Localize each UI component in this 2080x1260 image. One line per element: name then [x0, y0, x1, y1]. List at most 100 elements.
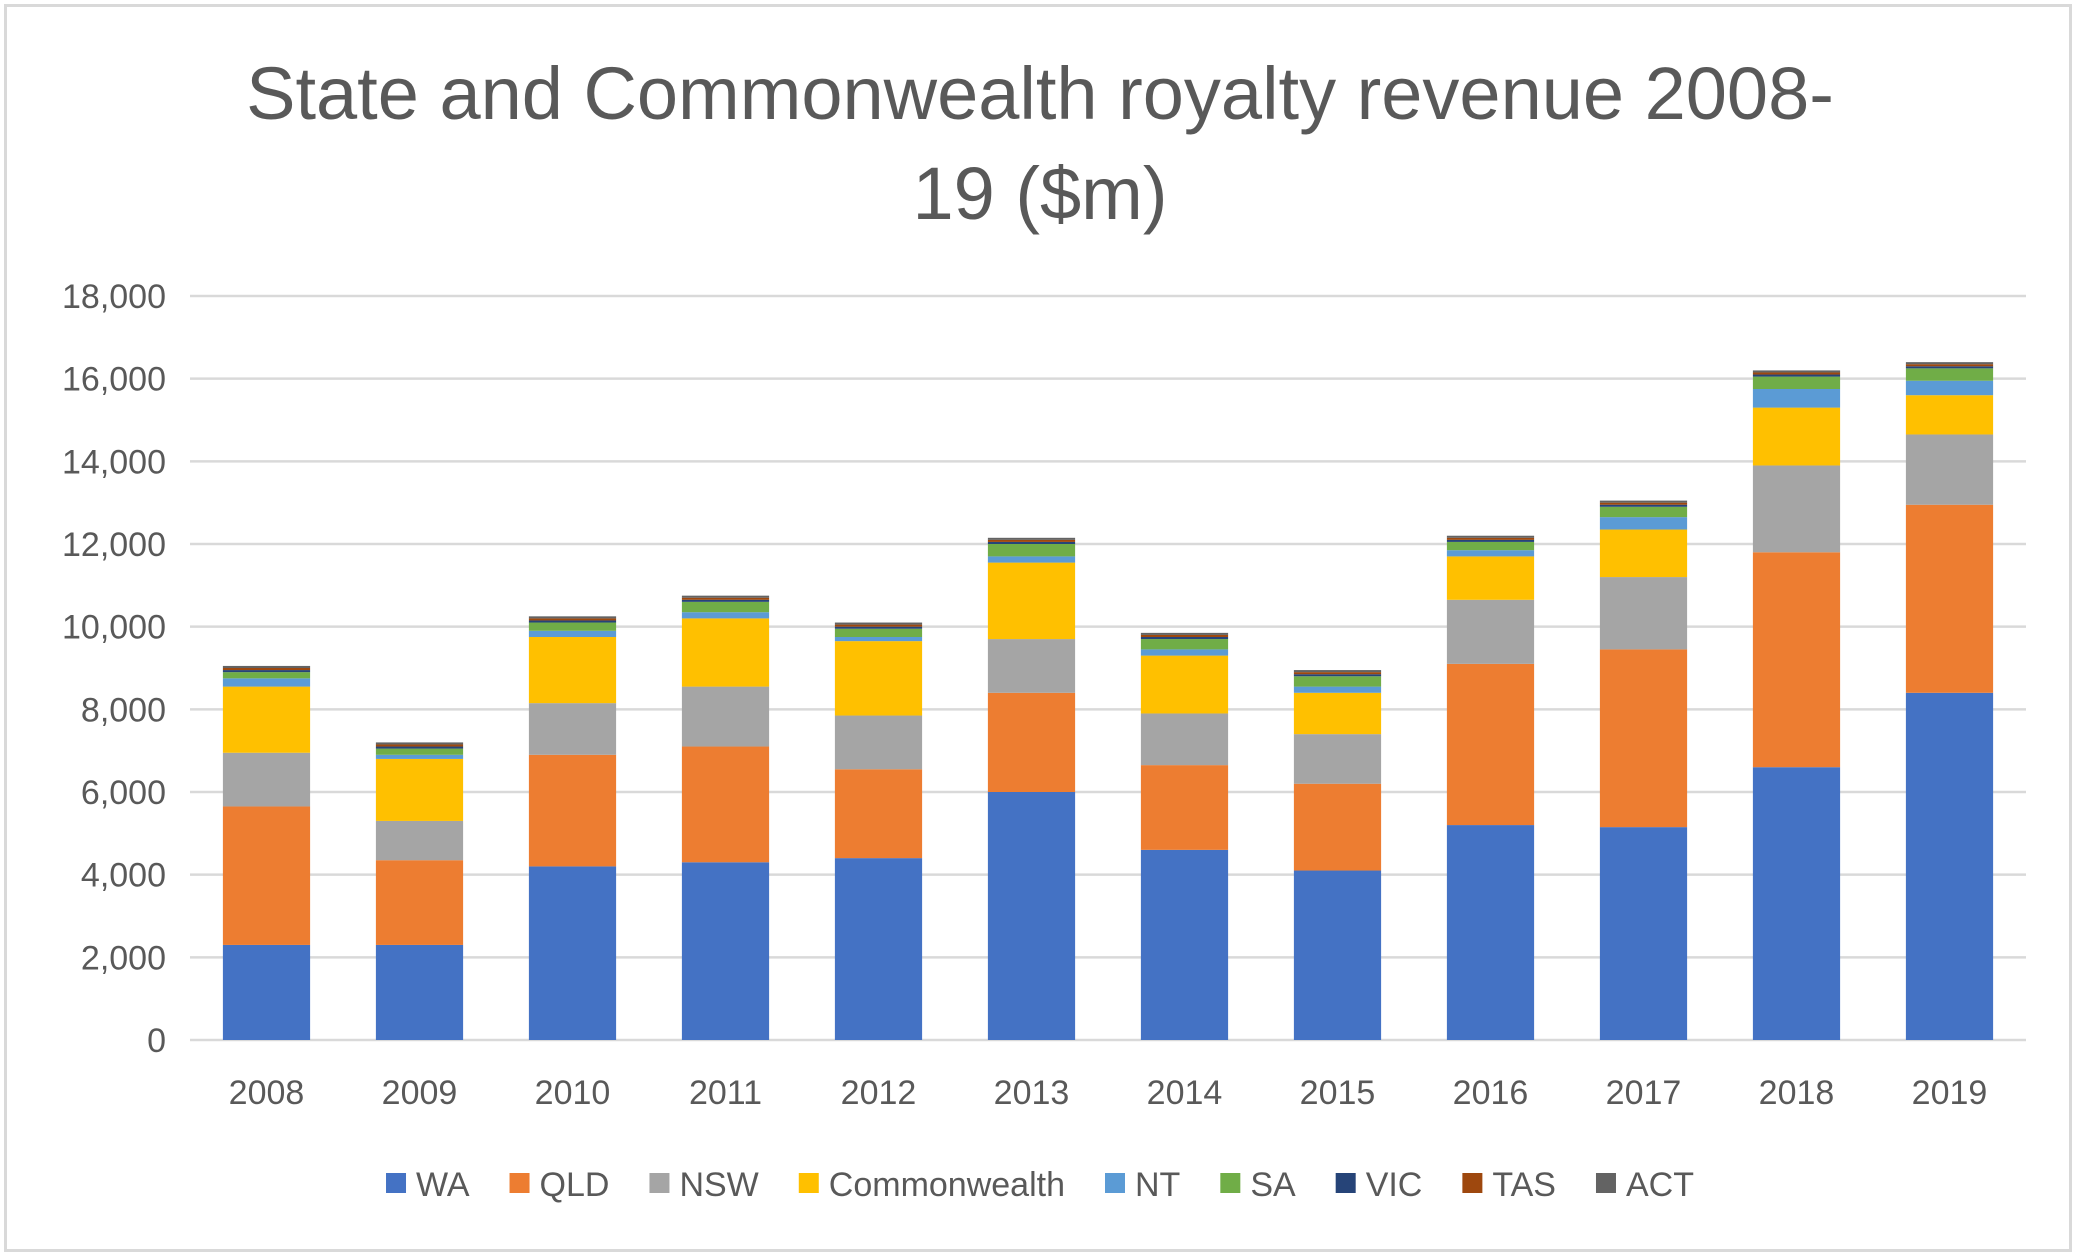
- bar-tas-2011: [681, 597, 770, 600]
- legend-item-vic: VIC: [1335, 1166, 1423, 1204]
- bar-stack-2017: [1599, 500, 1688, 1040]
- legend-swatch: [1462, 1173, 1483, 1193]
- bar-nt-2010: [528, 630, 617, 637]
- legend-item-act: ACT: [1595, 1166, 1694, 1204]
- bar-sa-2014: [1140, 639, 1229, 650]
- bar-stack-2015: [1293, 670, 1382, 1040]
- bar-act-2019: [1905, 362, 1994, 365]
- bar-commonwealth-2019: [1905, 395, 1994, 435]
- bar-commonwealth-2016: [1446, 556, 1535, 600]
- bar-vic-2015: [1293, 674, 1382, 677]
- bar-nsw-2013: [987, 639, 1076, 693]
- bar-vic-2009: [375, 746, 464, 749]
- bar-act-2008: [222, 665, 311, 668]
- chart-title-line-2: 19 ($m): [912, 152, 1168, 235]
- legend-item-nsw: NSW: [649, 1166, 759, 1204]
- legend-item-commonwealth: Commonwealth: [798, 1166, 1065, 1204]
- y-axis-ticks: 0 2,000 4,000 6,000 8,000 10,000 12,000 14,000 1…: [62, 278, 166, 1060]
- legend-label: VIC: [1366, 1166, 1423, 1204]
- bar-tas-2010: [528, 618, 617, 621]
- x-tick-label: 2008: [229, 1074, 305, 1112]
- bar-stack-2009: [375, 742, 464, 1040]
- x-tick-label: 2009: [382, 1074, 458, 1112]
- bar-nsw-2010: [528, 703, 617, 755]
- bar-qld-2010: [528, 754, 617, 867]
- legend-label: NSW: [679, 1166, 758, 1204]
- bar-nsw-2009: [375, 820, 464, 861]
- bar-act-2017: [1599, 500, 1688, 503]
- bar-qld-2008: [222, 806, 311, 945]
- legend-item-tas: TAS: [1462, 1166, 1556, 1204]
- bar-tas-2008: [222, 668, 311, 671]
- bar-vic-2017: [1599, 504, 1688, 507]
- bar-qld-2009: [375, 860, 464, 945]
- bar-act-2010: [528, 616, 617, 619]
- bar-qld-2016: [1446, 663, 1535, 826]
- bar-act-2014: [1140, 632, 1229, 635]
- bar-tas-2015: [1293, 672, 1382, 675]
- bar-qld-2018: [1752, 552, 1841, 768]
- legend-label: ACT: [1626, 1166, 1694, 1204]
- bar-tas-2009: [375, 744, 464, 747]
- bar-nt-2016: [1446, 550, 1535, 557]
- bar-wa-2015: [1293, 870, 1382, 1040]
- bar-stack-2016: [1446, 535, 1535, 1040]
- bar-sa-2009: [375, 748, 464, 755]
- bar-wa-2016: [1446, 825, 1535, 1040]
- bar-tas-2016: [1446, 537, 1535, 540]
- bar-act-2013: [987, 537, 1076, 540]
- bar-sa-2018: [1752, 376, 1841, 389]
- bar-wa-2014: [1140, 849, 1229, 1040]
- bar-qld-2013: [987, 692, 1076, 792]
- bar-stack-2013: [987, 537, 1076, 1040]
- bar-act-2009: [375, 742, 464, 745]
- bar-wa-2013: [987, 792, 1076, 1040]
- bar-act-2016: [1446, 535, 1535, 538]
- legend-label: NT: [1135, 1166, 1180, 1204]
- bar-commonwealth-2018: [1752, 407, 1841, 466]
- bar-qld-2012: [834, 769, 923, 859]
- bar-vic-2016: [1446, 539, 1535, 542]
- legend-swatch: [1335, 1173, 1356, 1193]
- bar-vic-2013: [987, 541, 1076, 544]
- chart-title-line-1: State and Commonwealth royalty revenue 2…: [246, 52, 1834, 135]
- bar-act-2018: [1752, 370, 1841, 373]
- bar-commonwealth-2013: [987, 562, 1076, 640]
- bar-qld-2015: [1293, 783, 1382, 871]
- bar-tas-2014: [1140, 634, 1229, 637]
- y-tick-label: 12,000: [62, 526, 166, 564]
- bar-sa-2016: [1446, 541, 1535, 551]
- y-tick-label: 8,000: [81, 691, 166, 729]
- legend-swatch: [1220, 1173, 1241, 1193]
- legend-swatch: [1105, 1173, 1125, 1193]
- x-tick-label: 2016: [1453, 1074, 1529, 1112]
- bar-qld-2019: [1905, 504, 1994, 693]
- bar-nsw-2018: [1752, 465, 1841, 553]
- bar-sa-2008: [222, 672, 311, 679]
- x-tick-label: 2018: [1759, 1074, 1835, 1112]
- bar-vic-2018: [1752, 374, 1841, 377]
- bar-stack-2011: [681, 595, 770, 1040]
- legend: WA QLD NSW Commonwealth NT SA VIC TAS ACT: [386, 1166, 1694, 1204]
- y-tick-label: 6,000: [81, 774, 166, 812]
- bar-nsw-2012: [834, 715, 923, 770]
- bar-wa-2009: [375, 944, 464, 1040]
- bar-commonwealth-2017: [1599, 529, 1688, 578]
- x-tick-label: 2017: [1606, 1074, 1682, 1112]
- y-tick-label: 10,000: [62, 609, 166, 647]
- y-tick-label: 16,000: [62, 361, 166, 399]
- bar-qld-2017: [1599, 649, 1688, 828]
- x-tick-label: 2015: [1300, 1074, 1376, 1112]
- y-tick-label: 18,000: [62, 278, 166, 316]
- bar-nt-2014: [1140, 649, 1229, 656]
- bar-vic-2010: [528, 620, 617, 623]
- legend-label: WA: [416, 1166, 470, 1204]
- legend-swatch: [649, 1173, 670, 1193]
- bar-wa-2012: [834, 858, 923, 1040]
- legend-swatch: [509, 1173, 530, 1193]
- bar-wa-2018: [1752, 767, 1841, 1040]
- bar-wa-2019: [1905, 692, 1994, 1040]
- x-tick-label: 2014: [1147, 1074, 1223, 1112]
- bar-vic-2008: [222, 670, 311, 673]
